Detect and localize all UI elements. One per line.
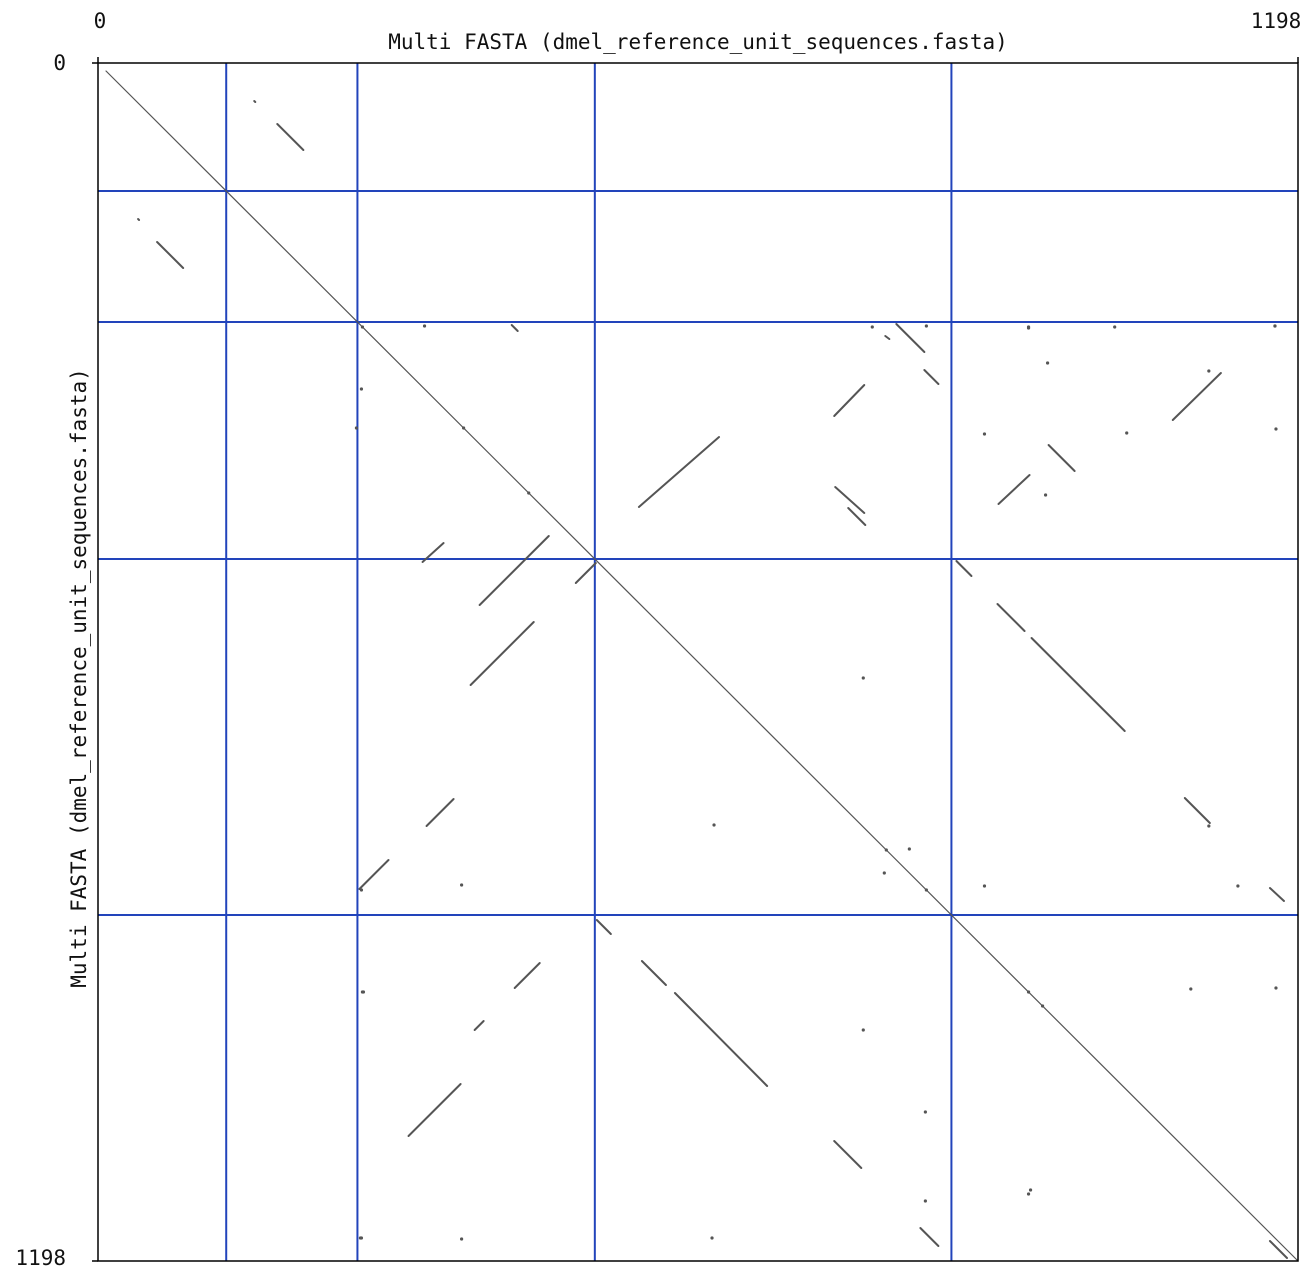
match-segment	[885, 336, 889, 339]
match-dot	[360, 888, 363, 891]
match-dot	[359, 1236, 362, 1239]
match-segment	[639, 437, 719, 507]
match-segment	[597, 920, 611, 934]
match-dot	[712, 823, 715, 826]
x-tick-label-end: 1198	[1251, 9, 1302, 33]
match-dot	[1274, 986, 1277, 989]
match-dot	[883, 871, 886, 874]
match-segment	[277, 124, 303, 150]
match-segment	[515, 963, 540, 988]
main-diagonal	[106, 71, 1298, 1261]
match-dot	[460, 883, 463, 886]
match-segment	[1173, 373, 1221, 420]
y-axis-title: Multi FASTA (dmel_reference_unit_sequenc…	[67, 368, 91, 988]
match-dot	[924, 1199, 927, 1202]
match-dot	[862, 676, 865, 679]
match-dot	[1027, 990, 1030, 993]
match-segment	[254, 101, 255, 102]
match-dot	[361, 990, 364, 993]
match-dot	[862, 1028, 865, 1031]
match-segment	[471, 622, 534, 685]
match-segment	[480, 536, 549, 605]
match-dot	[925, 324, 928, 327]
match-dot	[1113, 325, 1116, 328]
match-dot	[710, 1236, 713, 1239]
match-dot	[885, 848, 888, 851]
x-tick-label-start: 0	[94, 9, 107, 33]
match-dot	[462, 426, 465, 429]
y-tick-label-start: 0	[53, 51, 66, 75]
match-dot	[527, 491, 530, 494]
match-dot	[1044, 493, 1047, 496]
match-segment	[999, 475, 1030, 504]
match-dot	[423, 324, 426, 327]
match-dot	[924, 1110, 927, 1113]
match-dot	[355, 426, 358, 429]
match-segment	[138, 219, 139, 220]
match-segment	[920, 1228, 938, 1246]
match-dot	[908, 847, 911, 850]
match-segment	[1032, 638, 1125, 731]
match-segment	[1270, 1241, 1287, 1258]
match-dot	[1027, 325, 1030, 328]
match-dot	[1274, 427, 1277, 430]
match-segment	[834, 385, 864, 416]
match-dot	[1189, 987, 1192, 990]
match-segment	[576, 563, 596, 583]
match-dot	[1027, 1192, 1030, 1195]
match-dot	[460, 1237, 463, 1240]
match-dot	[1046, 361, 1049, 364]
match-segment	[1185, 798, 1210, 823]
match-segment	[1049, 445, 1075, 471]
match-dot	[360, 387, 363, 390]
match-lines	[106, 71, 1298, 1261]
match-segment	[997, 604, 1024, 631]
match-dot	[1273, 324, 1276, 327]
match-dot	[1125, 431, 1128, 434]
match-dot	[983, 432, 986, 435]
match-segment	[834, 1141, 861, 1168]
match-segment	[475, 1021, 484, 1030]
match-dot	[1041, 1004, 1044, 1007]
match-dot	[1029, 1188, 1032, 1191]
match-segment	[1270, 888, 1284, 901]
match-dot	[925, 888, 928, 891]
match-segment	[157, 242, 183, 268]
match-dot	[1207, 369, 1210, 372]
match-segment	[896, 324, 924, 352]
match-dot	[1236, 884, 1239, 887]
match-segment	[427, 799, 454, 826]
match-segment	[642, 961, 666, 985]
match-segment	[512, 325, 518, 331]
match-segment	[675, 993, 767, 1086]
match-dot	[361, 325, 364, 328]
match-segment	[924, 370, 938, 384]
match-segment	[956, 561, 971, 576]
x-axis-title: Multi FASTA (dmel_reference_unit_sequenc…	[388, 30, 1008, 54]
match-segment	[359, 860, 388, 889]
match-dot	[983, 884, 986, 887]
match-dot	[1207, 824, 1210, 827]
match-dot	[871, 325, 874, 328]
match-segment	[409, 1084, 461, 1136]
y-tick-label-end: 1198	[15, 1246, 66, 1270]
